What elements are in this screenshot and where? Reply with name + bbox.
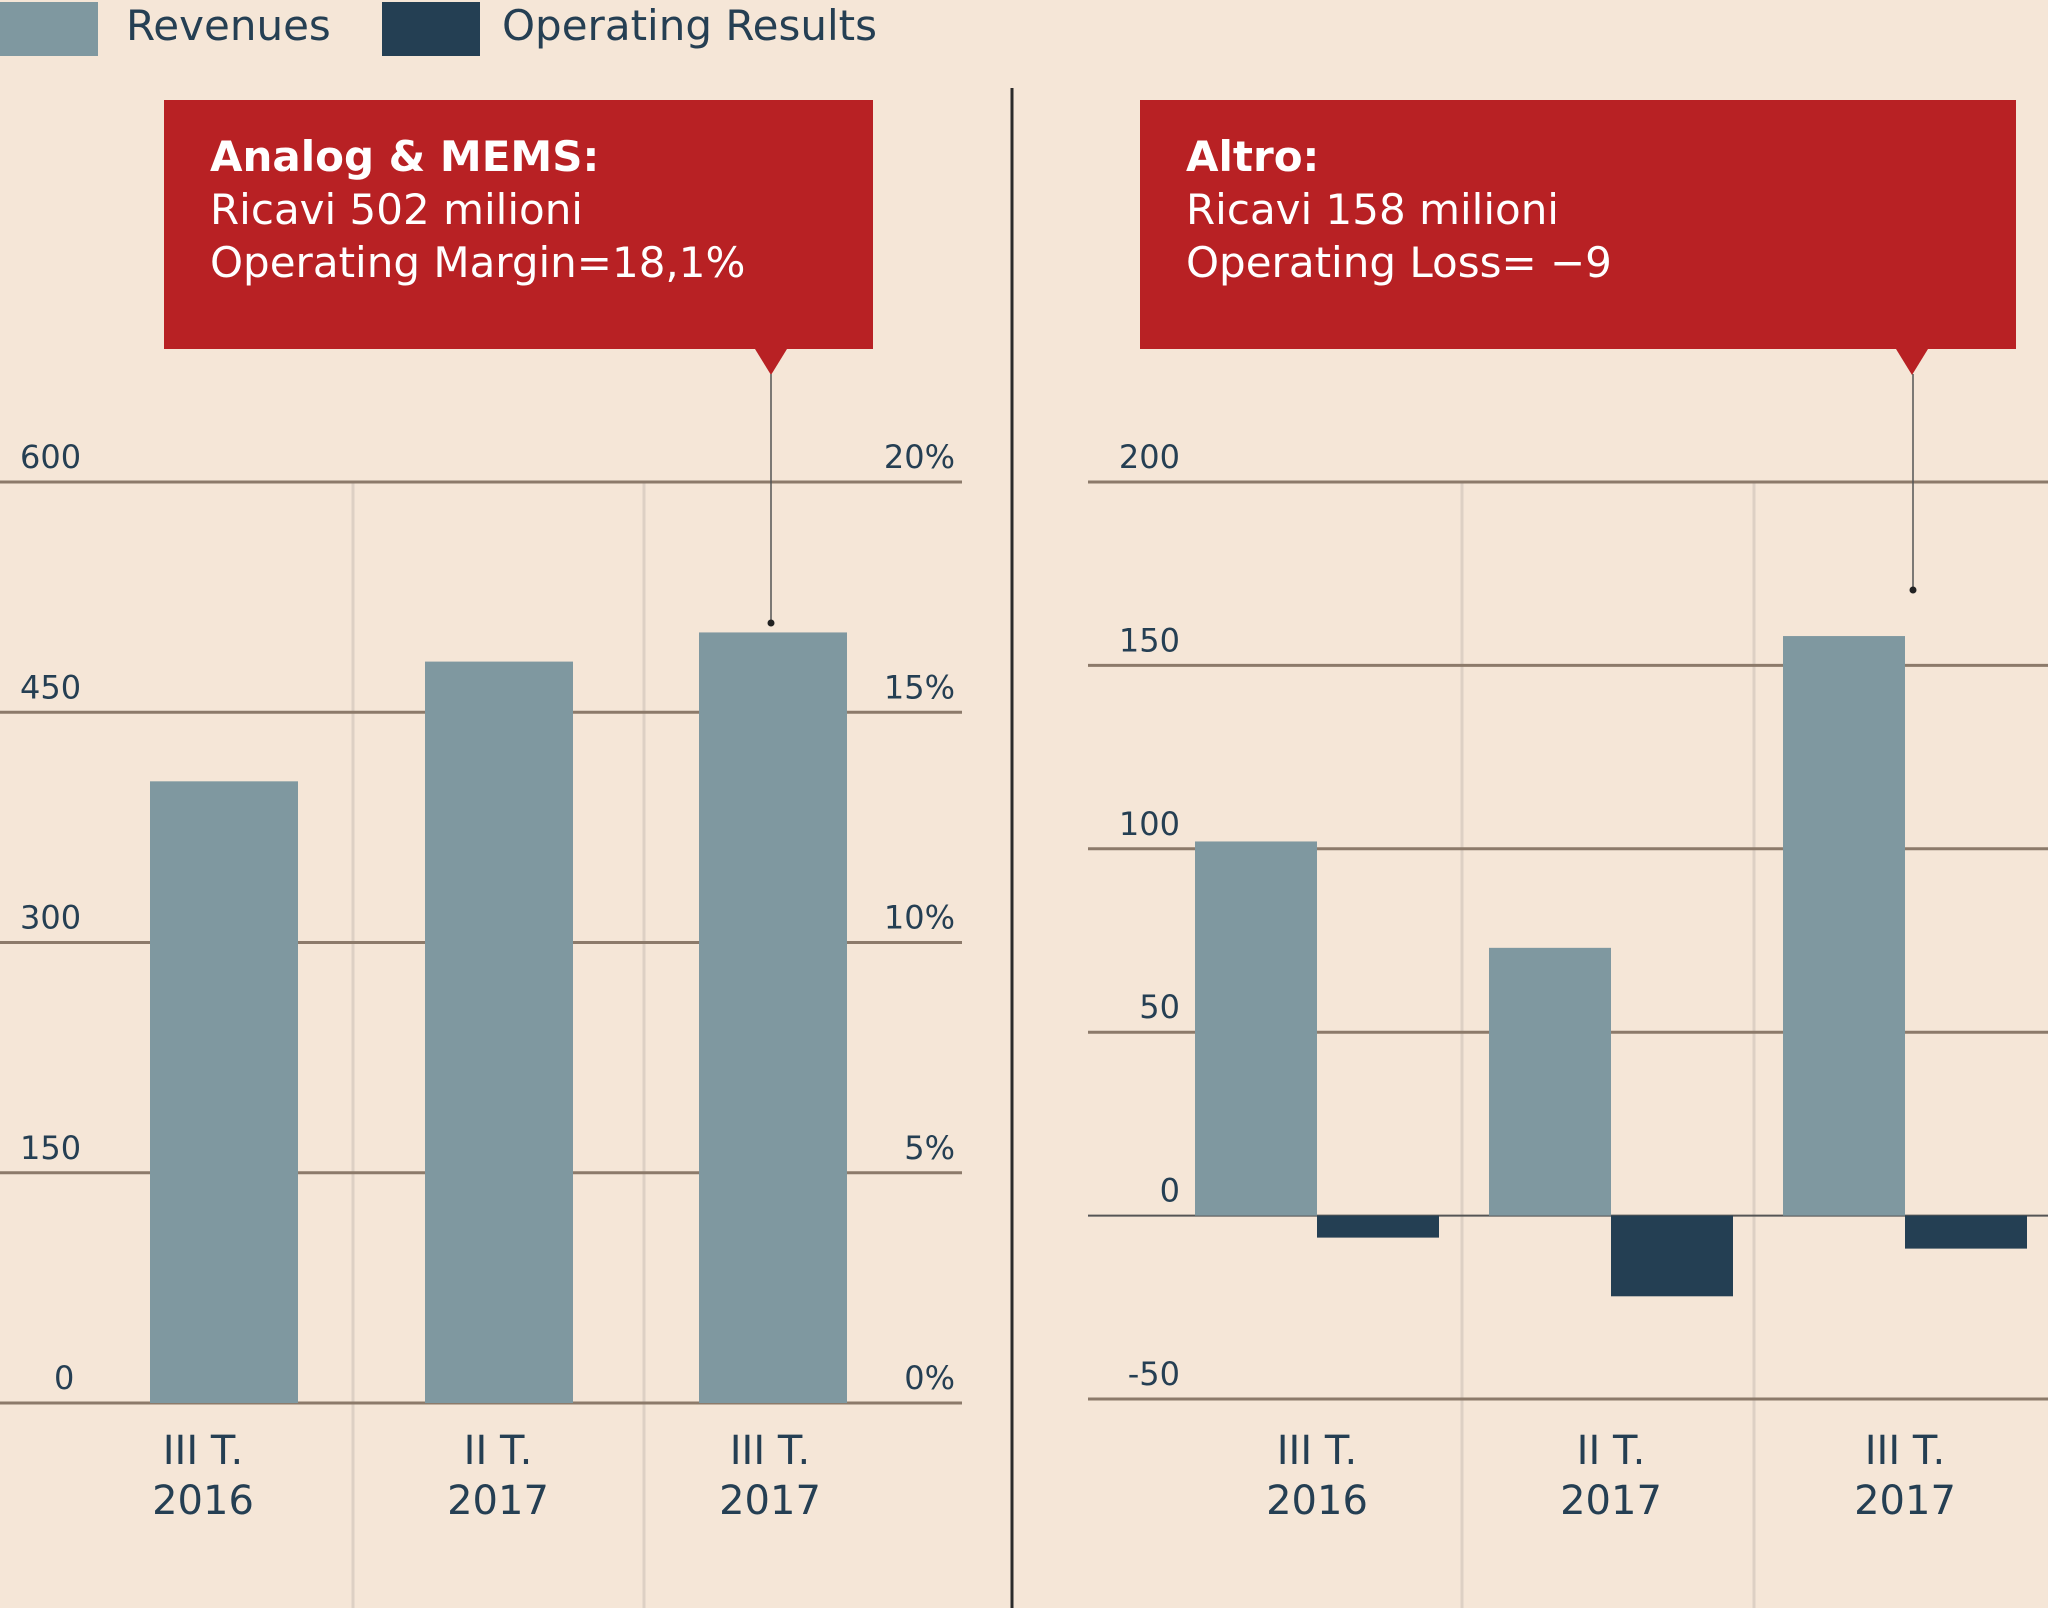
y-tick-label: 100 [1119,805,1180,843]
category-label-quarter: II T. [1577,1428,1646,1474]
revenue-bar [1195,841,1317,1216]
revenue-bar [425,661,573,1403]
legend-label-revenues: Revenues [126,1,331,50]
y2-tick-label: 0% [904,1359,955,1397]
y-tick-label: 50 [1139,988,1180,1026]
callout-margin-line: Operating Margin=18,1% [210,238,746,287]
callout-leader-dot [767,619,775,627]
operating-result-bar [1611,1215,1733,1297]
category-label-year: 2016 [1266,1478,1368,1524]
category-label-quarter: II T. [464,1428,533,1474]
revenue-bar [1489,947,1611,1216]
y-tick-label: 450 [20,668,81,706]
revenue-bar [1783,636,1905,1216]
legend-label-operating-results: Operating Results [502,1,877,50]
category-label-quarter: III T. [730,1428,811,1474]
callout-revenue-line: Ricavi 158 milioni [1186,185,1559,234]
y-tick-label: 150 [20,1129,81,1167]
callout-leader-dot [1909,586,1917,594]
y-tick-label: 200 [1119,438,1180,476]
callout-loss-line: Operating Loss= −9 [1186,238,1612,287]
category-label-year: 2017 [1560,1478,1662,1524]
legend-swatch-operating-results [382,2,480,56]
revenue-bar [150,781,298,1403]
y2-tick-label: 15% [884,668,955,706]
callout-pointer [1896,349,1928,375]
y-tick-label: -50 [1128,1355,1180,1393]
callout-title: Analog & MEMS: [210,132,600,181]
callout-title: Altro: [1186,132,1320,181]
category-label-year: 2017 [1854,1478,1956,1524]
y-tick-label: 300 [20,899,81,937]
revenue-bar [699,632,847,1403]
y2-tick-label: 10% [884,899,955,937]
callout-revenue-line: Ricavi 502 milioni [210,185,583,234]
category-label-year: 2017 [719,1478,821,1524]
operating-result-bar [1905,1215,2027,1249]
category-label-quarter: III T. [1865,1428,1946,1474]
y-tick-label: 150 [1119,621,1180,659]
category-label-quarter: III T. [163,1428,244,1474]
callout-pointer [755,349,787,375]
legend-swatch-revenues [0,2,98,56]
y-tick-label: 600 [20,438,81,476]
operating-result-bar [1317,1215,1439,1238]
category-label-quarter: III T. [1277,1428,1358,1474]
category-label-year: 2016 [152,1478,254,1524]
callout-analog-mems: Analog & MEMS: Ricavi 502 milioni Operat… [164,100,873,375]
y-tick-label: 0 [54,1359,74,1397]
callout-altro: Altro: Ricavi 158 milioni Operating Loss… [1140,100,2016,375]
y2-tick-label: 5% [904,1129,955,1167]
y-tick-label: 0 [1160,1172,1180,1210]
category-label-year: 2017 [447,1478,549,1524]
y2-tick-label: 20% [884,438,955,476]
